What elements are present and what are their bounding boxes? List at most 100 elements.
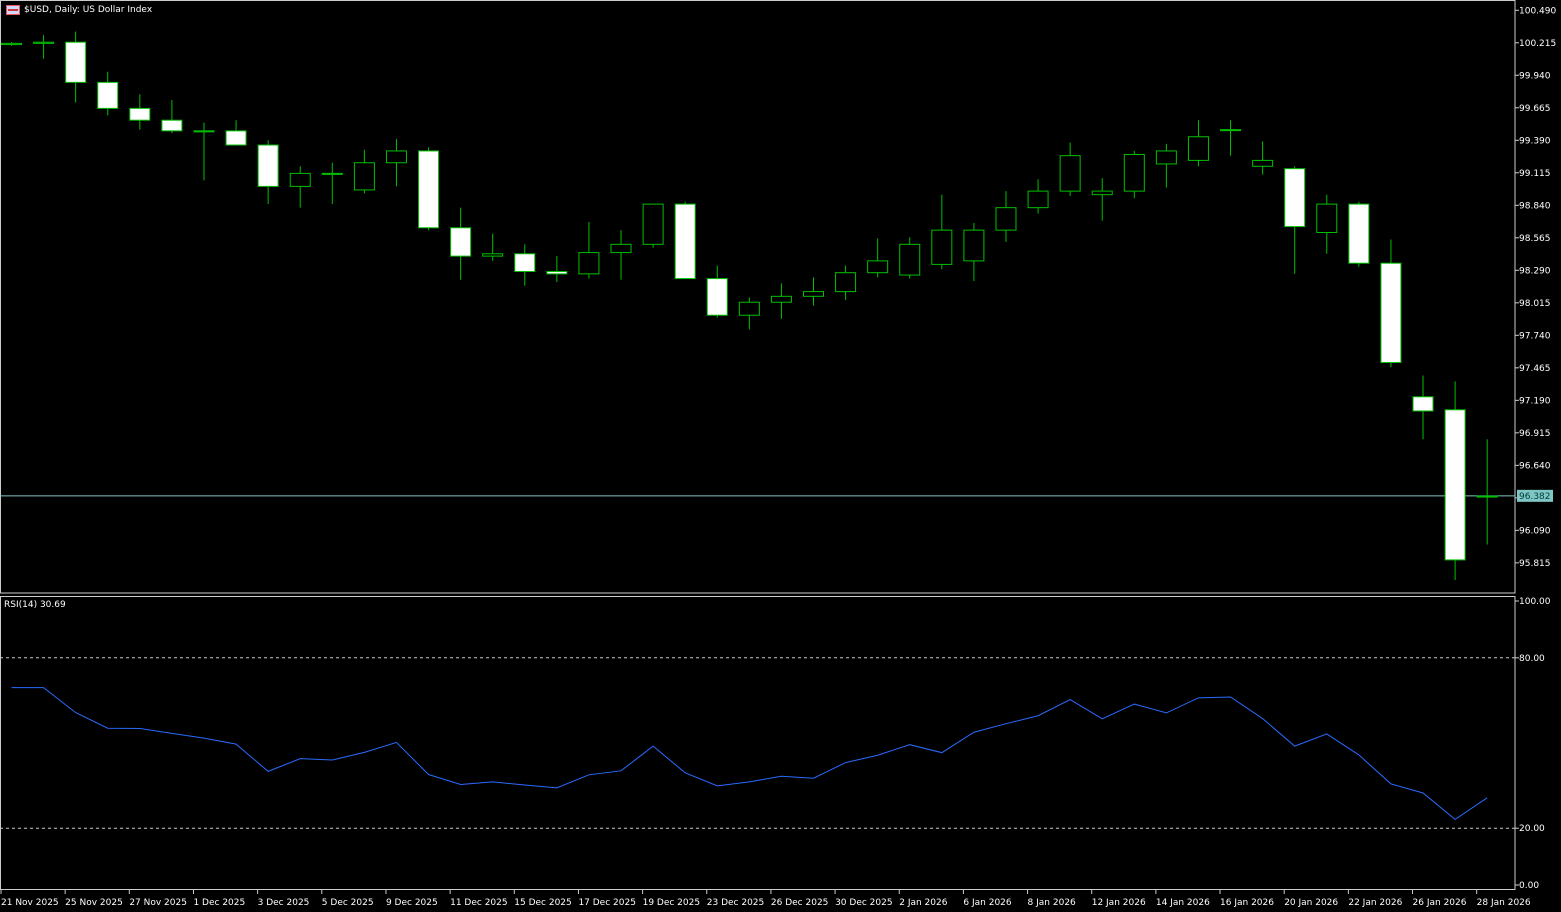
candle[interactable] (738, 297, 760, 330)
candle[interactable] (1444, 381, 1466, 580)
time-tick-label: 19 Dec 2025 (643, 898, 701, 908)
price-tick-label: 99.665 (1519, 104, 1551, 114)
candle[interactable] (482, 233, 504, 261)
candle[interactable] (1027, 179, 1049, 214)
rsi-indicator-label: RSI(14) 30.69 (4, 600, 66, 610)
price-tick-label: 99.390 (1519, 136, 1551, 146)
bearish-candle-body (129, 107, 151, 121)
candle[interactable] (674, 201, 696, 280)
bullish-candle-body (193, 130, 215, 133)
bullish-candle-body (353, 162, 375, 191)
candle[interactable] (995, 191, 1017, 242)
bullish-candle-body (321, 172, 343, 175)
candle[interactable] (642, 203, 664, 248)
candle[interactable] (1059, 142, 1081, 196)
bearish-candle-body (706, 278, 728, 316)
candle[interactable] (33, 35, 55, 59)
bullish-candle-body (1252, 159, 1274, 167)
rsi-pane[interactable] (0, 657, 1515, 829)
bullish-candle-body (995, 207, 1017, 231)
candle[interactable] (546, 256, 568, 283)
bearish-candle-body (65, 41, 87, 83)
price-tick-label: 97.190 (1519, 396, 1551, 406)
time-tick-label: 12 Jan 2026 (1092, 898, 1146, 908)
bullish-candle-body (482, 253, 504, 257)
bullish-candle-body (1123, 153, 1145, 192)
time-tick-label: 3 Dec 2025 (258, 898, 310, 908)
time-tick-label: 9 Dec 2025 (386, 898, 438, 908)
candle[interactable] (129, 94, 151, 130)
chart-title-bar: $USD, Daily: US Dollar Index (6, 5, 152, 15)
bearish-candle-body (514, 253, 536, 272)
bullish-candle-body (289, 172, 311, 187)
candle[interactable] (899, 237, 921, 279)
candle[interactable] (450, 207, 472, 280)
time-tick-label: 26 Dec 2025 (771, 898, 829, 908)
bullish-candle-body (610, 243, 632, 254)
price-tick-label: 98.565 (1519, 234, 1551, 244)
candle[interactable] (418, 147, 440, 231)
candle[interactable] (1155, 143, 1177, 188)
bullish-candle-body (385, 150, 407, 164)
candle[interactable] (1187, 120, 1209, 167)
candle[interactable] (1284, 166, 1306, 274)
time-tick-label: 1 Dec 2025 (193, 898, 245, 908)
price-tick-label: 96.090 (1519, 526, 1551, 536)
time-tick-label: 27 Nov 2025 (129, 898, 187, 908)
candle[interactable] (97, 71, 119, 116)
candle[interactable] (321, 162, 343, 205)
bullish-candle-body (899, 243, 921, 276)
candle[interactable] (867, 238, 889, 278)
candle[interactable] (385, 139, 407, 187)
candle[interactable] (65, 31, 87, 103)
candle[interactable] (610, 230, 632, 280)
price-tick-label: 100.490 (1519, 6, 1556, 16)
candle[interactable] (578, 221, 600, 279)
candle[interactable] (931, 194, 953, 270)
price-pane[interactable] (0, 31, 1515, 580)
bearish-candle-body (1412, 396, 1434, 412)
candle[interactable] (1380, 239, 1402, 368)
candle[interactable] (1316, 194, 1338, 254)
candle[interactable] (353, 149, 375, 194)
candle[interactable] (257, 140, 279, 205)
candle[interactable] (161, 100, 183, 134)
bullish-candle-body (1316, 203, 1338, 233)
time-tick-label: 6 Jan 2026 (963, 898, 1011, 908)
candle[interactable] (803, 277, 824, 306)
bearish-candle-body (1284, 168, 1306, 228)
bullish-candle-body (1476, 495, 1498, 498)
candle[interactable] (289, 166, 311, 208)
rsi-tick-label: 100.00 (1519, 597, 1551, 607)
bullish-candle-body (931, 229, 953, 265)
current-price-label: 96.382 (1519, 492, 1551, 502)
bullish-candle-body (578, 252, 600, 275)
candle[interactable] (1252, 141, 1274, 175)
time-tick-label: 22 Jan 2026 (1348, 898, 1402, 908)
candle[interactable] (963, 223, 985, 281)
candle[interactable] (1348, 201, 1370, 267)
candle[interactable] (1220, 120, 1242, 156)
candle[interactable] (1, 42, 22, 46)
candle[interactable] (1476, 439, 1498, 545)
price-tick-label: 95.815 (1519, 559, 1551, 569)
candle[interactable] (770, 283, 792, 319)
candle[interactable] (1123, 150, 1145, 199)
time-tick-label: 14 Jan 2026 (1156, 898, 1210, 908)
candle[interactable] (1091, 178, 1113, 221)
candle[interactable] (706, 265, 728, 318)
rsi-series-line (11, 687, 1488, 821)
bearish-candle-body (1380, 262, 1402, 364)
candle[interactable] (193, 122, 215, 181)
time-tick-label: 17 Dec 2025 (578, 898, 636, 908)
price-tick-label: 98.015 (1519, 299, 1551, 309)
candle[interactable] (835, 265, 857, 300)
rsi-pane-frame (0, 596, 1516, 890)
candle[interactable] (514, 244, 536, 286)
rsi-tick-label: 80.00 (1519, 654, 1545, 664)
time-tick-label: 15 Dec 2025 (514, 898, 572, 908)
candle[interactable] (1412, 375, 1434, 440)
time-tick-label: 11 Dec 2025 (450, 898, 508, 908)
candle[interactable] (225, 120, 247, 146)
